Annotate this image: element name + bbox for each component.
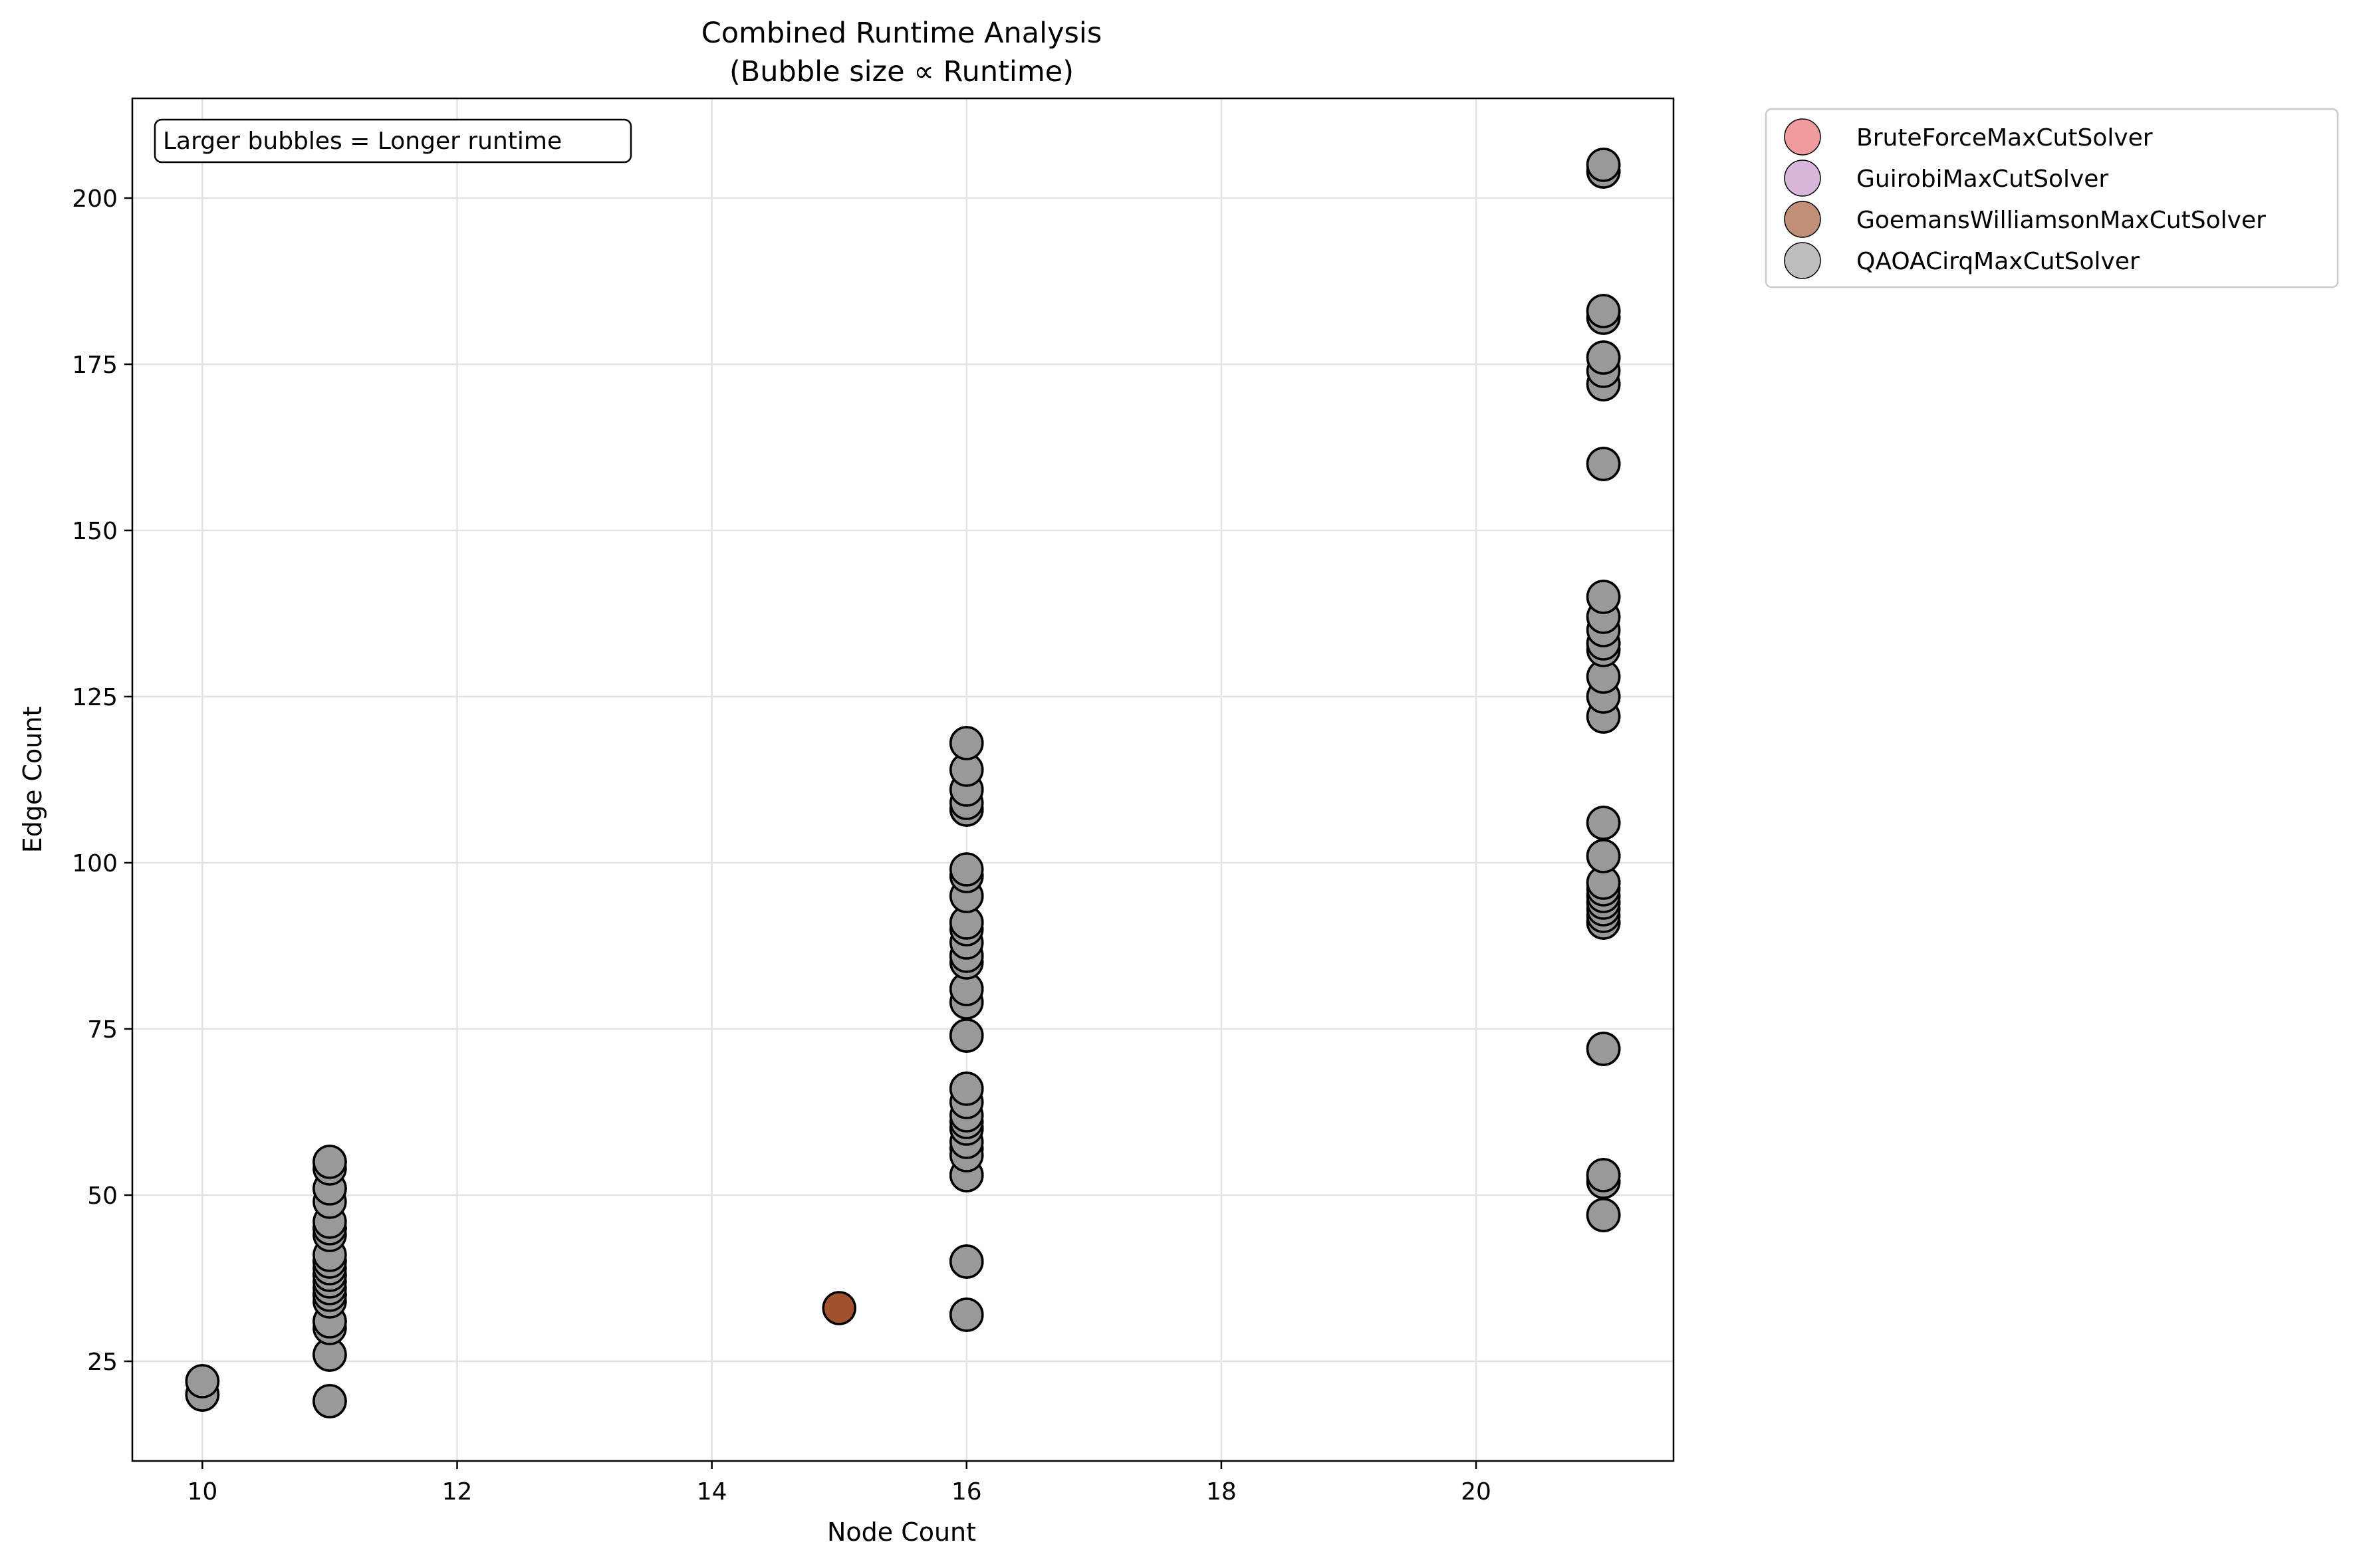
annotation-text: Larger bubbles = Longer runtime	[163, 128, 562, 155]
grid	[132, 98, 1674, 1461]
axis-ticks: 10 12 14 16 18 20 25 50 75 100 125 150 175 200	[72, 185, 1491, 1506]
data-point	[949, 852, 984, 887]
x-tick-label: 18	[1206, 1478, 1237, 1506]
data-point	[1586, 1158, 1621, 1192]
legend-label: GoemansWilliamsonMaxCutSolver	[1856, 207, 2266, 234]
x-axis-label: Node Count	[827, 1517, 976, 1547]
data-point	[185, 1364, 220, 1399]
legend-label: GuirobiMaxCutSolver	[1856, 166, 2108, 193]
chart-title: Combined Runtime Analysis	[701, 17, 1102, 50]
data-point	[1586, 806, 1621, 840]
y-tick-label: 125	[72, 684, 118, 711]
data-point	[1586, 447, 1621, 481]
legend-marker	[1784, 118, 1821, 156]
data-point	[1586, 580, 1621, 614]
legend-marker	[1784, 201, 1821, 238]
data-point	[312, 1145, 347, 1179]
y-tick-label: 200	[72, 185, 118, 213]
x-tick-label: 20	[1461, 1478, 1491, 1506]
legend-marker	[1784, 242, 1821, 279]
y-tick-label: 150	[72, 518, 118, 545]
x-tick-label: 10	[187, 1478, 217, 1506]
data-point	[949, 726, 984, 760]
data-point	[1586, 1198, 1621, 1232]
x-tick-label: 14	[697, 1478, 727, 1506]
data-point	[312, 1384, 347, 1418]
legend-label: BruteForceMaxCutSolver	[1856, 124, 2153, 152]
data-point	[949, 1297, 984, 1332]
legend-marker	[1784, 160, 1821, 197]
annotation-box: Larger bubbles = Longer runtime	[154, 118, 632, 164]
legend: BruteForceMaxCutSolver GuirobiMaxCutSolve…	[1765, 108, 2339, 288]
x-tick-label: 16	[951, 1478, 982, 1506]
y-tick-label: 175	[72, 352, 118, 379]
y-tick-label: 100	[72, 850, 118, 877]
data-point	[1586, 1032, 1621, 1066]
legend-box	[1765, 108, 2339, 288]
legend-label: QAOACirqMaxCutSolver	[1856, 248, 2140, 275]
y-tick-label: 25	[87, 1349, 118, 1376]
data-point	[1586, 294, 1621, 328]
data-point	[949, 1244, 984, 1279]
data-point	[822, 1291, 856, 1325]
data-point	[1586, 340, 1621, 375]
chart-subtitle: (Bubble size ∝ Runtime)	[729, 55, 1074, 88]
data-point	[949, 1018, 984, 1053]
y-axis-label: Edge Count	[18, 707, 47, 853]
plot-area-frame	[131, 97, 1675, 1462]
y-tick-label: 75	[87, 1016, 118, 1044]
data-point	[949, 1071, 984, 1106]
x-tick-label: 12	[442, 1478, 473, 1506]
series-3	[185, 148, 1621, 1418]
data-point	[1586, 148, 1621, 182]
data-point	[1586, 839, 1621, 873]
data-points	[185, 148, 1621, 1418]
y-tick-label: 50	[87, 1182, 118, 1210]
